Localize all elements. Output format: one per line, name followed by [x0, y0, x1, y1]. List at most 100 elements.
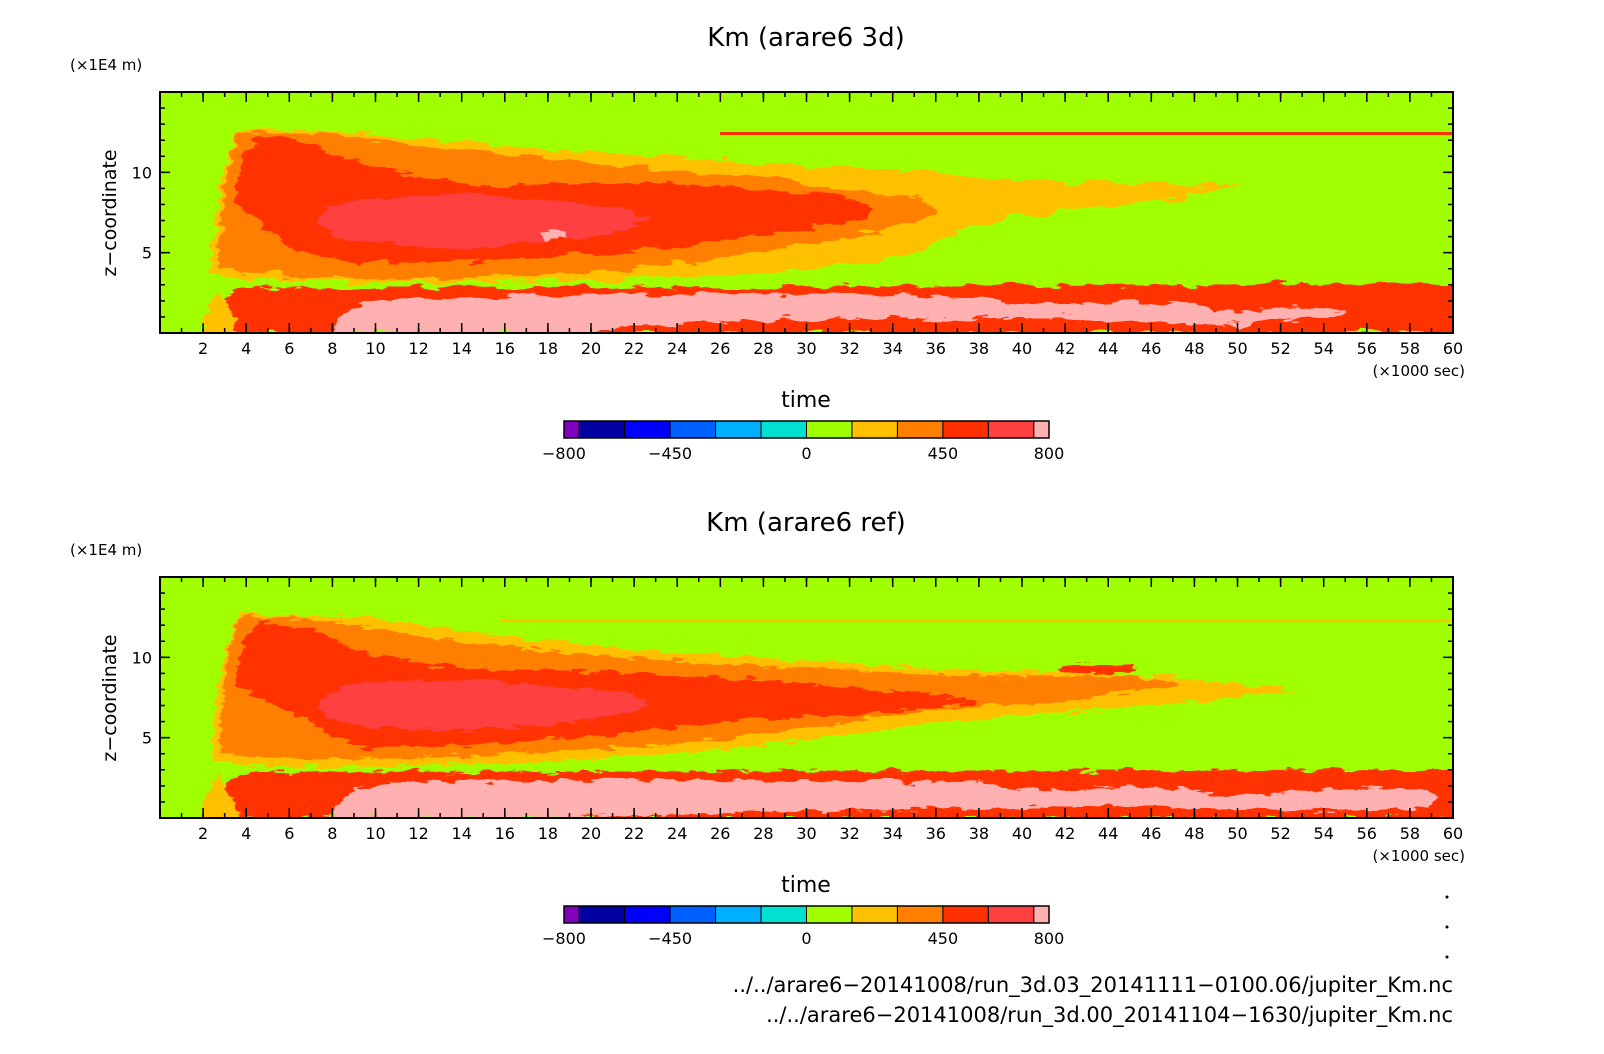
colorbar-swatch — [987, 905, 1035, 924]
region-lower-orange-wedge — [200, 290, 240, 333]
colorbar: −800 −450 0 450 800 — [542, 420, 1065, 463]
x-tick-label: 34 — [883, 339, 903, 358]
x-tick-label: 42 — [1055, 824, 1075, 843]
heatmap-field — [160, 92, 1453, 333]
y-tick-label: 10 — [132, 163, 152, 182]
x-tick-label: 16 — [495, 339, 515, 358]
y-axis-label: z−coordinate — [99, 634, 121, 761]
footer-file-2: ../../arare6−20141008/run_3d.00_20141104… — [766, 1003, 1453, 1028]
x-tick-label: 10 — [365, 824, 385, 843]
axes: 2 4 6 8 10 12 14 16 18 20 22 24 26 28 30 32 34 36 38 40 42 44… — [132, 92, 1463, 358]
colorbar-swatch — [806, 420, 853, 439]
colorbar-frame — [563, 905, 1050, 924]
x-unit-label: (×1000 sec) — [1372, 847, 1465, 865]
x-tick-label: 44 — [1098, 824, 1118, 843]
colorbar-swatch — [563, 420, 580, 439]
x-tick-label: 26 — [710, 339, 730, 358]
region-upper-pink-spot — [540, 230, 568, 242]
colorbar-swatch — [669, 420, 717, 439]
x-tick-label: 2 — [198, 824, 208, 843]
colorbar-label: −800 — [542, 444, 586, 463]
axes: 2 4 6 8 10 12 14 16 18 20 22 24 26 28 30 32 34 36 38 40 42 44… — [132, 577, 1463, 843]
chart-title: Km (arare6 ref) — [706, 508, 906, 538]
colorbar-swatch — [896, 905, 944, 924]
x-tick-label: 24 — [667, 824, 687, 843]
x-tick-label: 10 — [365, 339, 385, 358]
x-tick-label: 24 — [667, 339, 687, 358]
colorbar-swatch — [760, 905, 807, 924]
x-tick-label: 12 — [408, 339, 428, 358]
x-tick-label: 8 — [327, 339, 337, 358]
colorbar-swatch — [715, 905, 762, 924]
colorbar-swatch — [563, 905, 580, 924]
colorbar-swatch — [669, 905, 717, 924]
colorbar-swatch — [715, 420, 762, 439]
x-tick-label: 60 — [1443, 824, 1463, 843]
x-tick-label: 46 — [1141, 824, 1161, 843]
colorbar-label: 0 — [801, 444, 811, 463]
region-thin-line — [720, 132, 1453, 135]
x-tick-label: 46 — [1141, 339, 1161, 358]
colorbar-swatch — [760, 420, 807, 439]
x-tick-label: 4 — [241, 824, 251, 843]
marker-dot — [1445, 895, 1449, 899]
x-tick-label: 60 — [1443, 339, 1463, 358]
x-tick-label: 22 — [624, 824, 644, 843]
x-tick-label: 54 — [1314, 339, 1334, 358]
colorbar: −800 −450 0 450 800 — [542, 905, 1065, 948]
x-tick-label: 52 — [1270, 339, 1290, 358]
x-tick-label: 42 — [1055, 339, 1075, 358]
x-tick-label: 14 — [452, 824, 472, 843]
x-tick-label: 16 — [495, 824, 515, 843]
y-unit-label: (×1E4 m) — [70, 56, 142, 74]
x-tick-label: 56 — [1357, 824, 1377, 843]
x-tick-label: 18 — [538, 824, 558, 843]
y-axis-label: z−coordinate — [99, 149, 121, 276]
colorbar-swatch — [896, 420, 944, 439]
x-tick-label: 6 — [284, 339, 294, 358]
x-tick-label: 40 — [1012, 339, 1032, 358]
x-tick-label: 36 — [926, 824, 946, 843]
x-tick-label: 8 — [327, 824, 337, 843]
x-tick-label: 26 — [710, 824, 730, 843]
x-axis-label: time — [781, 388, 831, 413]
colorbar-swatch — [624, 905, 671, 924]
colorbar-swatch — [806, 905, 853, 924]
x-tick-label: 22 — [624, 339, 644, 358]
colorbar-swatch — [851, 905, 898, 924]
x-tick-label: 50 — [1227, 824, 1247, 843]
x-tick-label: 30 — [796, 339, 816, 358]
colorbar-label: 450 — [928, 929, 959, 948]
x-tick-label: 32 — [839, 339, 859, 358]
x-tick-label: 30 — [796, 824, 816, 843]
y-unit-label: (×1E4 m) — [70, 541, 142, 559]
x-tick-label: 58 — [1400, 824, 1420, 843]
x-tick-label: 18 — [538, 339, 558, 358]
x-tick-label: 54 — [1314, 824, 1334, 843]
y-tick-label: 10 — [132, 648, 152, 667]
colorbar-label: 800 — [1034, 444, 1065, 463]
region-lower-pink — [330, 780, 1436, 818]
region-lower-orange-wedge — [200, 775, 240, 818]
x-tick-label: 38 — [969, 339, 989, 358]
x-unit-label: (×1000 sec) — [1372, 362, 1465, 380]
x-tick-label: 28 — [753, 339, 773, 358]
colorbar-swatch — [1033, 420, 1050, 439]
colorbar-swatch — [578, 905, 626, 924]
x-tick-label: 36 — [926, 339, 946, 358]
x-tick-label: 48 — [1184, 339, 1204, 358]
x-tick-label: 4 — [241, 339, 251, 358]
x-tick-label: 12 — [408, 824, 428, 843]
colorbar-frame — [563, 420, 1050, 439]
x-tick-label: 6 — [284, 824, 294, 843]
x-tick-label: 38 — [969, 824, 989, 843]
x-tick-label: 58 — [1400, 339, 1420, 358]
x-tick-label: 56 — [1357, 339, 1377, 358]
colorbar-label: 800 — [1034, 929, 1065, 948]
chart-title: Km (arare6 3d) — [707, 23, 904, 53]
region-lower-pink — [330, 294, 1346, 333]
colorbar-swatch — [1033, 905, 1050, 924]
